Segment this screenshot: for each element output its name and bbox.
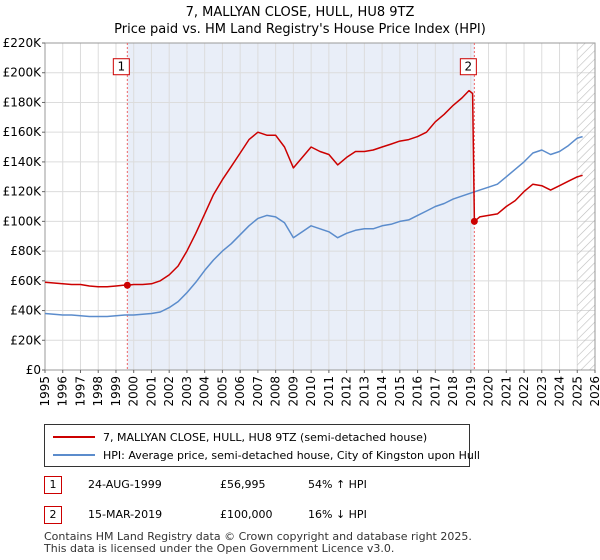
y-tick-label: £40K bbox=[10, 304, 42, 318]
x-tick-label: 2007 bbox=[251, 376, 265, 407]
x-tick-label: 2018 bbox=[446, 376, 460, 407]
transaction-badge: 2 bbox=[44, 506, 62, 524]
x-tick-label: 2002 bbox=[162, 376, 176, 407]
transaction-price: £56,995 bbox=[220, 478, 266, 491]
price-chart: £0 £20K £40K £60K £80K £100K £120K £140K £160K £1… bbox=[3, 36, 600, 407]
x-tick-label: 2013 bbox=[357, 376, 371, 407]
x-tick-label: 2003 bbox=[180, 376, 194, 407]
forecast-hatch bbox=[577, 43, 595, 370]
x-tick-label: 2004 bbox=[198, 376, 212, 407]
property-price-line bbox=[44, 89, 583, 288]
sale-point bbox=[123, 281, 131, 289]
x-tick-label: 2009 bbox=[286, 376, 300, 407]
x-tick-label: 1995 bbox=[38, 376, 52, 407]
y-tick-label: £80K bbox=[10, 244, 42, 258]
transaction-hpi-diff: 54% ↑ HPI bbox=[308, 478, 367, 491]
x-tick-label: 2006 bbox=[233, 376, 247, 407]
x-tick-label: 2008 bbox=[269, 376, 283, 407]
sale-label-box bbox=[459, 58, 477, 76]
y-tick-label: £160K bbox=[3, 125, 43, 139]
y-tick-label: £220K bbox=[3, 36, 43, 50]
sale-label: 2 bbox=[465, 60, 473, 74]
x-tick-label: 2019 bbox=[464, 376, 478, 407]
transaction-row-2: 2 15-MAR-2019 £100,000 16% ↓ HPI bbox=[44, 506, 444, 526]
footer-copyright: Contains HM Land Registry data © Crown c… bbox=[44, 530, 472, 543]
transaction-date: 15-MAR-2019 bbox=[88, 508, 163, 521]
legend-swatch-hpi bbox=[53, 454, 95, 456]
x-tick-label: 2005 bbox=[215, 376, 229, 407]
x-tick-label: 2000 bbox=[127, 376, 141, 407]
x-tick-label: 2015 bbox=[393, 376, 407, 407]
x-tick-label: 2021 bbox=[499, 376, 513, 407]
sale-label: 1 bbox=[118, 60, 126, 74]
sale-label-box bbox=[112, 58, 130, 76]
sale-point bbox=[470, 217, 478, 225]
y-tick-label: £180K bbox=[3, 95, 43, 109]
x-tick-label: 1996 bbox=[56, 376, 70, 407]
x-tick-label: 2022 bbox=[517, 376, 531, 407]
plot-frame bbox=[44, 42, 596, 371]
legend-label-property: 7, MALLYAN CLOSE, HULL, HU8 9TZ (semi-de… bbox=[103, 430, 428, 444]
x-tick-label: 2017 bbox=[428, 376, 442, 407]
y-tick-label: £140K bbox=[3, 155, 43, 169]
shaded-period bbox=[127, 43, 475, 370]
x-tick-label: 2014 bbox=[375, 376, 389, 407]
y-tick-label: £120K bbox=[3, 185, 43, 199]
transaction-row-1: 1 24-AUG-1999 £56,995 54% ↑ HPI bbox=[44, 476, 444, 496]
y-tick-label: £0 bbox=[26, 363, 41, 377]
transaction-date: 24-AUG-1999 bbox=[88, 478, 162, 491]
y-tick-label: £20K bbox=[10, 333, 42, 347]
x-tick-label: 2016 bbox=[411, 376, 425, 407]
x-tick-label: 2023 bbox=[535, 376, 549, 407]
chart-title: 7, MALLYAN CLOSE, HULL, HU8 9TZ bbox=[185, 5, 415, 20]
legend-label-hpi: HPI: Average price, semi-detached house,… bbox=[103, 448, 480, 462]
transaction-hpi-diff: 16% ↓ HPI bbox=[308, 508, 367, 521]
x-tick-label: 2001 bbox=[144, 376, 158, 407]
footer-licence: This data is licensed under the Open Gov… bbox=[44, 542, 395, 555]
legend-swatch-property bbox=[53, 436, 95, 438]
x-tick-label: 2012 bbox=[340, 376, 354, 407]
x-tick-label: 1999 bbox=[109, 376, 123, 407]
x-tick-label: 1998 bbox=[91, 376, 105, 407]
x-tick-label: 1997 bbox=[73, 376, 87, 407]
x-tick-label: 2025 bbox=[570, 376, 584, 407]
y-tick-label: £60K bbox=[10, 274, 42, 288]
hpi-line bbox=[44, 135, 583, 318]
x-tick-label: 2026 bbox=[588, 376, 600, 407]
x-tick-label: 2024 bbox=[553, 376, 567, 407]
x-tick-label: 2010 bbox=[304, 376, 318, 407]
transaction-badge: 1 bbox=[44, 476, 62, 494]
chart-subtitle: Price paid vs. HM Land Registry's House … bbox=[114, 22, 486, 37]
transaction-price: £100,000 bbox=[220, 508, 273, 521]
x-tick-label: 2020 bbox=[482, 376, 496, 407]
legend: 7, MALLYAN CLOSE, HULL, HU8 9TZ (semi-de… bbox=[44, 424, 480, 467]
x-tick-label: 2011 bbox=[322, 376, 336, 407]
y-tick-label: £100K bbox=[3, 214, 43, 228]
y-tick-label: £200K bbox=[3, 66, 43, 80]
